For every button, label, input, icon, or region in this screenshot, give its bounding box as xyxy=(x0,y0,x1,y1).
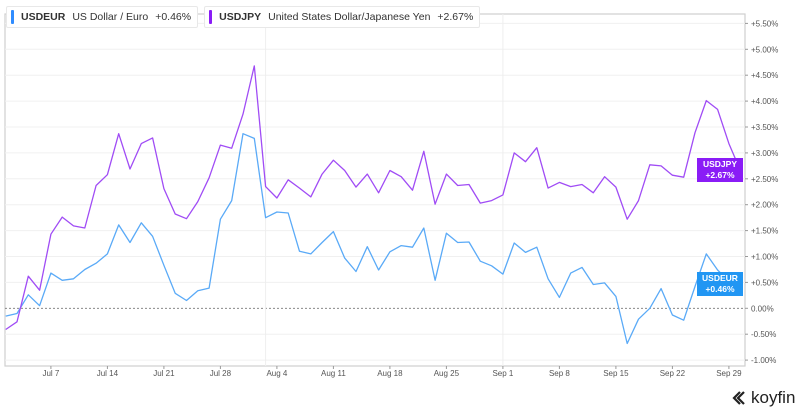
x-tick-label: Aug 11 xyxy=(321,369,346,378)
x-tick-label: Jul 21 xyxy=(153,369,175,378)
usdjpy-last-value-badge: USDJPY +2.67% xyxy=(697,158,743,182)
x-tick-label: Jul 28 xyxy=(210,369,232,378)
y-tick-label: +2.50% xyxy=(751,175,778,184)
badge-ticker: USDEUR xyxy=(702,273,738,283)
x-tick-label: Sep 29 xyxy=(716,369,742,378)
legend-change: +2.67% xyxy=(437,11,474,23)
y-tick-label: +3.50% xyxy=(751,123,778,132)
legend-item-usdeur[interactable]: USDEUR US Dollar / Euro +0.46% xyxy=(6,6,199,28)
x-tick-label: Jul 14 xyxy=(97,369,119,378)
y-tick-label: +5.00% xyxy=(751,45,778,54)
series-line-usdjpy xyxy=(5,65,741,331)
plot-border xyxy=(4,13,746,367)
y-tick-label: 0.00% xyxy=(751,304,774,313)
legend: USDEUR US Dollar / Euro +0.46% USDJPY Un… xyxy=(6,6,481,28)
legend-change: +0.46% xyxy=(155,11,192,23)
x-tick-label: Sep 1 xyxy=(492,369,513,378)
legend-ticker: USDJPY xyxy=(219,11,262,23)
koyfin-logo: koyfin xyxy=(732,388,795,408)
x-tick-label: Jul 7 xyxy=(42,369,59,378)
legend-ticker: USDEUR xyxy=(21,11,66,23)
x-tick-label: Sep 8 xyxy=(549,369,570,378)
logo-text: koyfin xyxy=(751,388,795,407)
series-color-marker xyxy=(11,10,14,24)
y-tick-label: +0.50% xyxy=(751,278,778,287)
y-tick-label: -0.50% xyxy=(751,330,776,339)
series-color-marker xyxy=(209,10,213,24)
legend-item-usdjpy[interactable]: USDJPY United States Dollar/Japanese Yen… xyxy=(204,6,481,28)
badge-change: +0.46% xyxy=(705,284,735,294)
badge-ticker: USDJPY xyxy=(702,159,737,169)
y-tick-label: +4.50% xyxy=(751,71,778,80)
koyfin-logo-icon xyxy=(732,391,745,405)
y-tick-label: +2.00% xyxy=(751,201,778,210)
legend-name: United States Dollar/Japanese Yen xyxy=(268,11,431,23)
y-tick-label: +1.00% xyxy=(751,253,778,262)
x-tick-label: Aug 18 xyxy=(377,369,403,378)
y-tick-label: +3.00% xyxy=(751,149,778,158)
y-tick-label: +1.50% xyxy=(751,227,778,236)
x-tick-label: Aug 25 xyxy=(434,369,460,378)
x-tick-label: Sep 15 xyxy=(603,369,629,378)
badge-change: +2.67% xyxy=(705,170,735,180)
y-tick-label: -1.00% xyxy=(751,356,776,365)
series-line-usdeur xyxy=(5,133,741,345)
y-tick-label: +4.00% xyxy=(751,97,778,106)
legend-name: US Dollar / Euro xyxy=(72,11,149,23)
x-tick-label: Aug 4 xyxy=(266,369,287,378)
x-tick-label: Sep 22 xyxy=(660,369,686,378)
y-tick-label: +5.50% xyxy=(751,19,778,28)
usdeur-last-value-badge: USDEUR +0.46% xyxy=(697,272,743,296)
